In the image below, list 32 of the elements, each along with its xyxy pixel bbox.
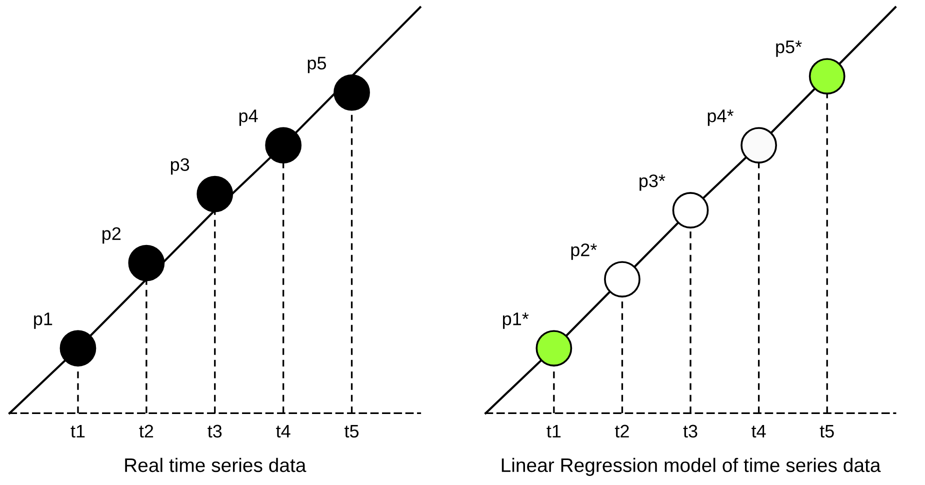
annotation: p4*	[708, 110, 734, 126]
x-tick-label: t4	[752, 424, 766, 438]
x-tick-label: t3	[683, 424, 698, 438]
x-tick-label: t5	[344, 424, 359, 438]
point	[128, 244, 165, 282]
annotation: p2	[102, 227, 121, 244]
annotation: p3	[170, 158, 190, 175]
x-tick-label: t1	[546, 424, 561, 438]
x-tick-label: t4	[276, 424, 290, 438]
point	[60, 330, 96, 366]
x-tick-label: t2	[614, 424, 629, 438]
x-tick-label: t2	[139, 424, 154, 438]
point	[334, 74, 370, 111]
annotation: p1	[34, 312, 52, 329]
annotation: p5*	[776, 40, 802, 57]
point	[196, 176, 234, 212]
annotation: p3*	[640, 174, 666, 191]
x-axis-title: Real time series data	[125, 458, 306, 472]
point	[265, 127, 302, 164]
point	[740, 127, 778, 164]
annotation: p2*	[571, 243, 597, 260]
annotation: p1*	[502, 312, 529, 329]
point	[808, 58, 846, 94]
x-tick-label: t3	[208, 424, 222, 438]
point	[536, 330, 572, 366]
x-tick-label: t5	[820, 424, 834, 438]
annotation: p4	[239, 110, 258, 126]
point	[604, 261, 640, 298]
x-axis-title: Linear Regression model of time series data	[502, 458, 881, 476]
point	[672, 192, 709, 228]
annotation: p5	[308, 56, 326, 74]
x-tick-label: t1	[70, 424, 85, 438]
